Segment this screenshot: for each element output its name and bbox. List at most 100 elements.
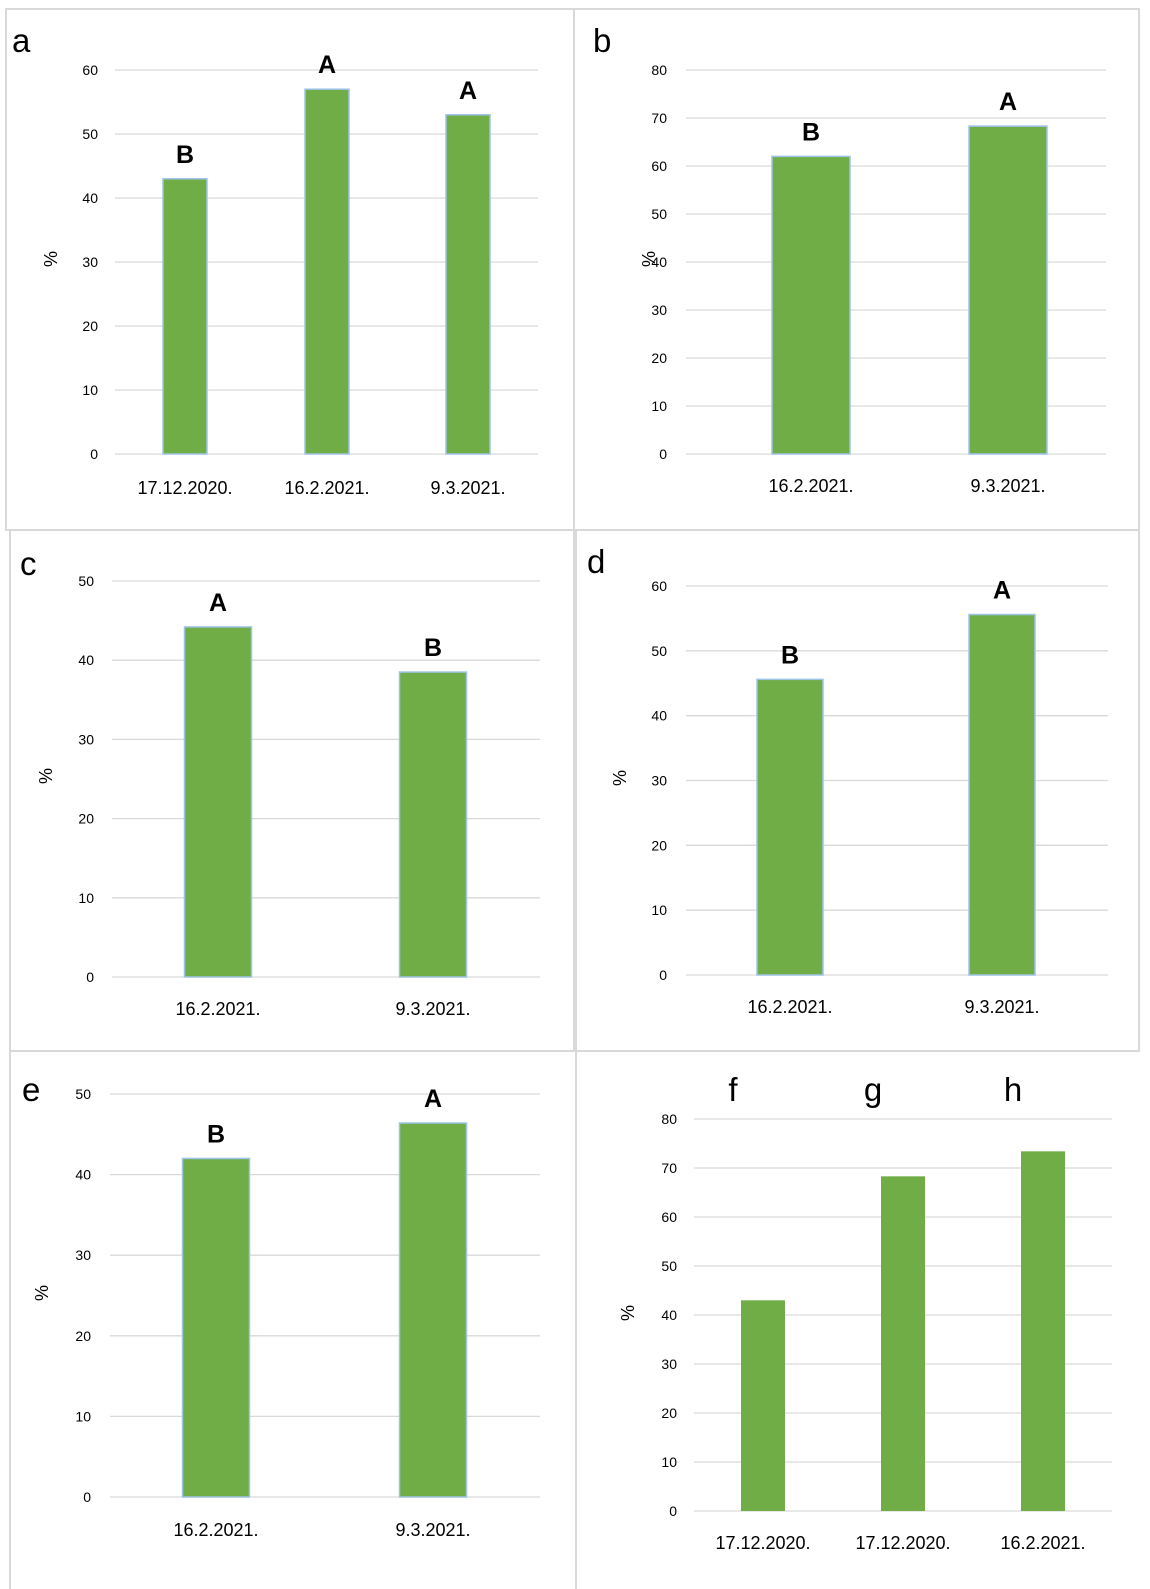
y-axis-label: % [32, 1285, 52, 1301]
y-tick-label: 20 [82, 318, 98, 334]
y-tick-label: 80 [651, 62, 667, 78]
y-tick-label: 10 [78, 890, 94, 906]
x-category-label: 16.2.2021. [173, 1520, 258, 1540]
significance-label: A [424, 1085, 442, 1113]
y-tick-label: 20 [78, 811, 94, 827]
x-category-label: 16.2.2021. [284, 478, 369, 498]
y-tick-label: 0 [659, 446, 667, 462]
y-tick-label: 0 [659, 967, 667, 983]
y-tick-label: 50 [661, 1258, 677, 1274]
bar [162, 178, 208, 455]
chart-panel-e [9, 1050, 575, 1589]
significance-label: B [207, 1120, 225, 1148]
y-axis-label: % [610, 770, 630, 786]
panel-letter: d [587, 543, 605, 580]
y-tick-label: 70 [651, 110, 667, 126]
y-tick-label: 20 [651, 350, 667, 366]
bar [881, 1176, 925, 1511]
bar-letter: g [864, 1071, 882, 1108]
panel-letter: c [20, 545, 37, 582]
y-tick-label: 30 [82, 254, 98, 270]
x-category-label: 9.3.2021. [395, 999, 470, 1019]
significance-label: A [999, 88, 1017, 116]
y-tick-label: 30 [651, 302, 667, 318]
x-category-label: 9.3.2021. [395, 1520, 470, 1540]
significance-label: B [781, 641, 799, 669]
y-tick-label: 40 [661, 1307, 677, 1323]
y-axis-label: % [618, 1305, 638, 1321]
y-tick-label: 30 [651, 773, 667, 789]
x-category-label: 16.2.2021. [175, 999, 260, 1019]
y-tick-label: 50 [82, 126, 98, 142]
y-tick-label: 80 [661, 1111, 677, 1127]
significance-label: A [318, 51, 336, 79]
y-tick-label: 50 [651, 206, 667, 222]
bar-letter: h [1004, 1071, 1022, 1108]
panel-letter: b [593, 22, 611, 59]
bar [968, 125, 1048, 455]
y-tick-label: 10 [651, 398, 667, 414]
significance-label: A [993, 577, 1011, 605]
y-tick-label: 60 [661, 1209, 677, 1225]
y-tick-label: 20 [661, 1405, 677, 1421]
x-category-label: 9.3.2021. [430, 478, 505, 498]
y-tick-label: 60 [651, 578, 667, 594]
bar [741, 1300, 785, 1511]
y-tick-label: 40 [651, 708, 667, 724]
y-tick-label: 40 [651, 254, 667, 270]
x-category-label: 9.3.2021. [964, 997, 1039, 1017]
x-category-label: 16.2.2021. [747, 997, 832, 1017]
x-category-label: 16.2.2021. [1000, 1533, 1085, 1553]
y-tick-label: 60 [82, 62, 98, 78]
bar [445, 114, 491, 455]
y-tick-label: 0 [83, 1489, 91, 1505]
x-category-label: 17.12.2020. [715, 1533, 810, 1553]
y-tick-label: 40 [78, 652, 94, 668]
y-tick-label: 30 [78, 731, 94, 747]
y-tick-label: 40 [82, 190, 98, 206]
bar-letter: f [728, 1071, 738, 1108]
y-tick-label: 10 [661, 1454, 677, 1470]
significance-label: B [176, 141, 194, 169]
bar [1021, 1151, 1065, 1511]
y-tick-label: 30 [75, 1247, 91, 1263]
chart-panel-fgh [575, 1050, 1140, 1589]
y-tick-label: 50 [75, 1086, 91, 1102]
bar [968, 613, 1036, 976]
panel-letter: e [22, 1071, 40, 1108]
y-tick-label: 50 [651, 643, 667, 659]
y-tick-label: 20 [651, 837, 667, 853]
significance-label: B [802, 118, 820, 146]
y-tick-label: 10 [75, 1408, 91, 1424]
y-tick-label: 10 [651, 902, 667, 918]
significance-label: A [459, 77, 477, 105]
bar [181, 1157, 251, 1498]
y-tick-label: 0 [669, 1503, 677, 1519]
y-tick-label: 10 [82, 382, 98, 398]
y-tick-label: 20 [75, 1328, 91, 1344]
x-category-label: 16.2.2021. [768, 476, 853, 496]
y-tick-label: 50 [78, 573, 94, 589]
y-axis-label: % [639, 251, 659, 267]
y-axis-label: % [36, 768, 56, 784]
bar [398, 671, 468, 978]
y-tick-label: 0 [86, 969, 94, 985]
y-tick-label: 60 [651, 158, 667, 174]
y-tick-label: 70 [661, 1160, 677, 1176]
significance-label: A [209, 589, 227, 617]
x-category-label: 17.12.2020. [855, 1533, 950, 1553]
y-tick-label: 30 [661, 1356, 677, 1372]
bar [756, 678, 824, 976]
chart-panel-b [573, 8, 1140, 531]
x-category-label: 17.12.2020. [137, 478, 232, 498]
x-category-label: 9.3.2021. [970, 476, 1045, 496]
bar [183, 626, 253, 978]
bar [771, 155, 851, 455]
bar [398, 1122, 468, 1498]
y-tick-label: 40 [75, 1167, 91, 1183]
y-axis-label: % [41, 251, 61, 267]
significance-label: B [424, 634, 442, 662]
panel-letter: a [12, 22, 31, 59]
y-tick-label: 0 [90, 446, 98, 462]
